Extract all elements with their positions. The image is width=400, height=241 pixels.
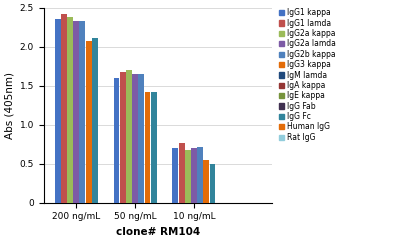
Bar <box>197 147 203 202</box>
Bar <box>132 74 138 202</box>
Bar <box>120 72 126 202</box>
Bar <box>191 148 197 202</box>
Bar <box>73 21 79 202</box>
Bar <box>86 41 92 202</box>
Bar <box>80 21 85 202</box>
Bar <box>114 78 120 202</box>
Bar <box>144 92 150 202</box>
Bar <box>151 92 156 202</box>
Bar <box>55 19 61 202</box>
Bar <box>210 164 216 202</box>
Bar <box>126 70 132 202</box>
Bar <box>179 143 184 202</box>
X-axis label: clone# RM104: clone# RM104 <box>116 227 200 237</box>
Legend: IgG1 kappa, IgG1 lamda, IgG2a kappa, IgG2a lamda, IgG2b kappa, IgG3 kappa, IgM l: IgG1 kappa, IgG1 lamda, IgG2a kappa, IgG… <box>278 7 336 143</box>
Bar <box>185 150 191 202</box>
Bar <box>61 14 67 202</box>
Bar <box>67 17 73 202</box>
Bar <box>172 148 178 202</box>
Bar <box>138 74 144 202</box>
Y-axis label: Abs (405nm): Abs (405nm) <box>4 72 14 139</box>
Bar <box>92 38 98 202</box>
Bar <box>203 160 209 202</box>
